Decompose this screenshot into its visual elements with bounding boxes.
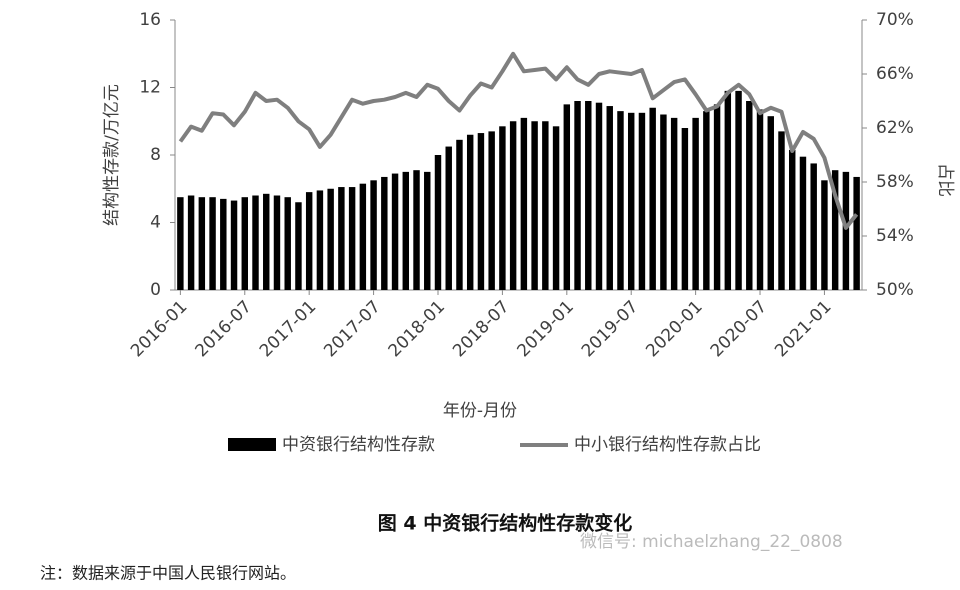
bar bbox=[370, 180, 377, 290]
y2-tick-label: 62% bbox=[876, 118, 914, 138]
bar bbox=[348, 187, 356, 290]
bar bbox=[327, 188, 334, 290]
bar bbox=[595, 102, 603, 290]
bar bbox=[381, 176, 388, 290]
line bbox=[178, 51, 859, 230]
x-tick-label: 2016-01 bbox=[127, 297, 191, 361]
y2-tick-label: 58% bbox=[876, 172, 914, 192]
x-axis-title: 年份-月份 bbox=[443, 401, 517, 421]
x-tick-label: 2020-07 bbox=[707, 297, 771, 361]
y-tick-label: 8 bbox=[150, 145, 161, 165]
bar bbox=[477, 133, 485, 290]
bar bbox=[821, 180, 828, 290]
bar bbox=[778, 131, 785, 290]
y-tick-label: 16 bbox=[139, 10, 161, 30]
bar bbox=[853, 176, 860, 290]
bar bbox=[456, 139, 463, 290]
bar bbox=[273, 195, 281, 290]
y2-tick-label: 66% bbox=[876, 64, 914, 84]
bar bbox=[509, 121, 517, 290]
bar bbox=[746, 101, 753, 290]
bar bbox=[198, 197, 206, 290]
bar bbox=[209, 197, 216, 290]
bar bbox=[531, 121, 538, 290]
bar bbox=[789, 149, 796, 290]
bar bbox=[842, 171, 850, 290]
bar bbox=[703, 111, 710, 290]
x-tick-label: 2019-01 bbox=[514, 297, 578, 361]
bar bbox=[220, 198, 227, 290]
y-tick-label: 4 bbox=[150, 213, 161, 233]
bar bbox=[692, 117, 699, 290]
bar bbox=[177, 197, 184, 290]
caption: 图 4 中资银行结构性存款变化 bbox=[378, 512, 632, 535]
bar bbox=[670, 117, 678, 290]
bar bbox=[434, 155, 442, 290]
y-tick-label: 12 bbox=[139, 78, 161, 98]
x-tick-label: 2020-01 bbox=[642, 297, 706, 361]
bar bbox=[574, 101, 581, 290]
bar bbox=[413, 170, 420, 290]
y2-tick-label: 50% bbox=[876, 280, 914, 300]
y2-tick-label: 54% bbox=[876, 226, 914, 246]
bar bbox=[799, 156, 807, 290]
bar bbox=[424, 171, 431, 290]
bar bbox=[295, 202, 302, 290]
note: 注：数据来源于中国人民银行网站。 bbox=[40, 564, 296, 583]
bar bbox=[391, 173, 399, 290]
bar bbox=[767, 116, 774, 290]
bar bbox=[552, 126, 560, 290]
bar bbox=[542, 121, 549, 290]
bar bbox=[305, 192, 313, 290]
bar bbox=[230, 200, 238, 290]
bar bbox=[359, 183, 367, 290]
bar bbox=[563, 104, 571, 290]
bar bbox=[649, 107, 656, 290]
bar bbox=[263, 193, 270, 290]
bar bbox=[638, 112, 646, 290]
bar bbox=[445, 146, 452, 290]
bar bbox=[338, 187, 345, 290]
x-tick-label: 2017-01 bbox=[256, 297, 320, 361]
bar bbox=[316, 190, 324, 290]
bar bbox=[499, 126, 506, 290]
y2-tick-label: 70% bbox=[876, 10, 914, 30]
bar bbox=[617, 111, 624, 290]
bar bbox=[627, 112, 635, 290]
y2-axis-title: 占比 bbox=[935, 163, 955, 197]
bar bbox=[241, 197, 248, 290]
bar bbox=[520, 117, 528, 290]
bar bbox=[488, 131, 495, 290]
x-tick-label: 2017-07 bbox=[320, 297, 384, 361]
legend-label: 中资银行结构性存款 bbox=[282, 435, 435, 455]
bar bbox=[284, 197, 291, 290]
bar bbox=[606, 106, 613, 290]
legend-label: 中小银行结构性存款占比 bbox=[574, 435, 761, 455]
bar bbox=[466, 134, 474, 290]
bar bbox=[252, 195, 259, 290]
bar bbox=[402, 171, 410, 290]
bar bbox=[724, 90, 732, 290]
bar bbox=[660, 114, 667, 290]
bar bbox=[681, 128, 689, 290]
bar bbox=[810, 163, 817, 290]
y-axis-title: 结构性存款/万亿元 bbox=[102, 84, 122, 226]
watermark: 微信号: michaelzhang_22_0808 bbox=[580, 532, 843, 552]
bar bbox=[713, 104, 721, 290]
legend-swatch bbox=[228, 438, 276, 451]
bar bbox=[756, 109, 764, 290]
bar bbox=[187, 195, 195, 290]
x-tick-label: 2019-07 bbox=[578, 297, 642, 361]
bar bbox=[735, 90, 742, 290]
y-tick-label: 0 bbox=[150, 280, 161, 300]
x-tick-label: 2016-07 bbox=[191, 297, 255, 361]
bar bbox=[831, 170, 839, 290]
bar bbox=[585, 101, 592, 290]
x-tick-label: 2021-01 bbox=[771, 297, 835, 361]
x-tick-label: 2018-01 bbox=[385, 297, 449, 361]
x-tick-label: 2018-07 bbox=[449, 297, 513, 361]
